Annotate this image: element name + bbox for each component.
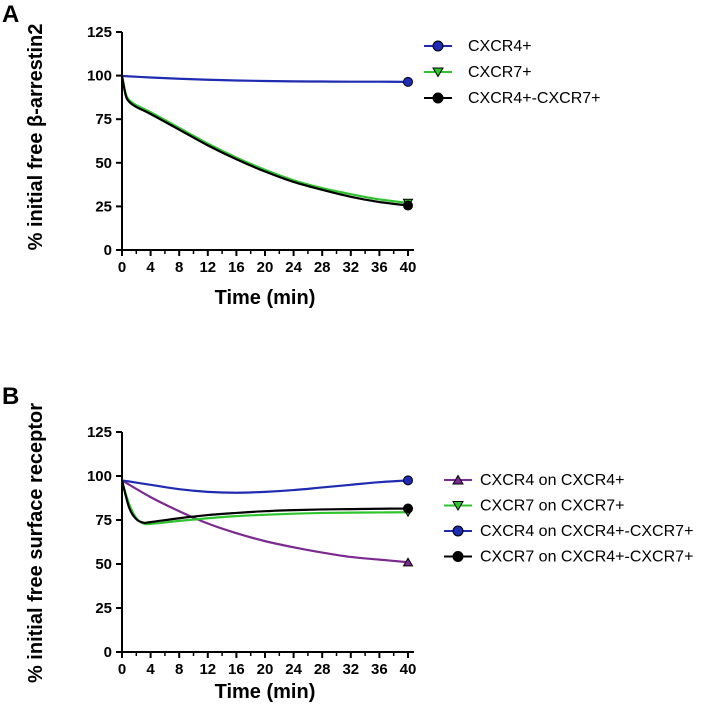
legend-marker bbox=[452, 551, 464, 562]
y-tick-label: 0 bbox=[104, 644, 112, 661]
x-tick-label: 12 bbox=[199, 661, 216, 678]
legend-label: CXCR4 on CXCR4+ bbox=[480, 472, 625, 489]
legend-marker bbox=[452, 501, 464, 511]
panel-b-legend: CXCR4 on CXCR4+ CXCR7 on CXCR7+ CXCR4 on C… bbox=[444, 472, 693, 566]
y-tick-label: 0 bbox=[104, 242, 112, 259]
series-end-marker bbox=[402, 557, 414, 567]
x-tick-label: 0 bbox=[118, 661, 126, 678]
x-tick-label: 40 bbox=[400, 259, 417, 276]
y-tick-label: 100 bbox=[87, 68, 112, 85]
series-line-cxcr4-on-cxcr4 bbox=[121, 479, 409, 564]
panel-b-axes: 0 25 50 75 100 125 0 4 8 12 16 20 24 28 32 36 40 bbox=[87, 424, 416, 678]
panel-b-letter: B bbox=[2, 383, 19, 410]
panel-b-ylabel: % initial free surface receptor bbox=[25, 403, 47, 683]
legend-marker bbox=[432, 92, 444, 104]
x-tick-label: 36 bbox=[371, 661, 388, 678]
series-line-cxcr4 bbox=[121, 74, 409, 83]
series-end-marker bbox=[403, 200, 413, 211]
y-tick-label: 100 bbox=[87, 468, 112, 485]
x-tick-label: 8 bbox=[175, 259, 183, 276]
legend-marker bbox=[432, 40, 444, 52]
x-tick-label: 20 bbox=[257, 661, 274, 678]
legend-label: CXCR4+-CXCR7+ bbox=[468, 90, 600, 107]
legend-marker bbox=[452, 525, 464, 537]
legend-label: CXCR7 on CXCR4+-CXCR7+ bbox=[480, 549, 693, 566]
x-tick-label: 24 bbox=[285, 259, 302, 276]
y-tick-label: 25 bbox=[95, 600, 112, 617]
series-end-marker bbox=[403, 503, 413, 514]
series-end-marker bbox=[403, 475, 413, 486]
series-line-cxcr4-cxcr7 bbox=[120, 75, 409, 207]
legend-label: CXCR4+ bbox=[468, 38, 532, 55]
legend-label: CXCR4 on CXCR4+-CXCR7+ bbox=[480, 523, 693, 540]
y-tick-label: 50 bbox=[95, 556, 112, 573]
series-line-cxcr7-on-cxcr4-cxcr7 bbox=[120, 480, 409, 524]
x-tick-label: 16 bbox=[228, 259, 245, 276]
y-tick-label: 50 bbox=[95, 155, 112, 172]
y-tick-label: 25 bbox=[95, 198, 112, 215]
x-tick-label: 36 bbox=[371, 259, 388, 276]
y-tick-label: 75 bbox=[95, 512, 112, 529]
panel-b-xlabel: Time (min) bbox=[215, 681, 316, 703]
x-tick-label: 28 bbox=[314, 661, 331, 678]
x-tick-label: 28 bbox=[314, 259, 331, 276]
x-tick-label: 4 bbox=[146, 661, 155, 678]
x-tick-label: 24 bbox=[285, 661, 302, 678]
panel-a: A % initial free β-arrestin2 Time (min) … bbox=[2, 1, 600, 309]
panel-a-legend: CXCR4+ CXCR7+ CXCR4+-CXCR7+ bbox=[424, 38, 600, 107]
series-end-marker bbox=[403, 76, 413, 87]
panel-a-axes: 0 25 50 75 100 125 0 4 8 12 16 20 24 28 32 36 40 bbox=[87, 24, 416, 276]
x-tick-label: 0 bbox=[118, 259, 126, 276]
x-tick-label: 40 bbox=[400, 661, 417, 678]
y-tick-label: 75 bbox=[95, 111, 112, 128]
legend-marker bbox=[452, 474, 464, 485]
series-line-cxcr7 bbox=[120, 75, 409, 205]
x-tick-label: 4 bbox=[146, 259, 155, 276]
x-tick-label: 32 bbox=[342, 661, 359, 678]
y-tick-label: 125 bbox=[87, 24, 112, 41]
x-tick-label: 8 bbox=[175, 661, 183, 678]
legend-marker bbox=[432, 67, 444, 78]
x-tick-label: 32 bbox=[342, 259, 359, 276]
x-tick-label: 20 bbox=[257, 259, 274, 276]
panel-b: B % initial free surface receptor Time (… bbox=[2, 383, 693, 703]
y-tick-label: 125 bbox=[87, 424, 112, 441]
panel-b-plot-area bbox=[120, 475, 414, 567]
panel-a-xlabel: Time (min) bbox=[215, 287, 316, 309]
x-tick-label: 16 bbox=[228, 661, 245, 678]
x-tick-label: 12 bbox=[199, 259, 216, 276]
panel-a-letter: A bbox=[2, 1, 19, 28]
panel-a-ylabel: % initial free β-arrestin2 bbox=[25, 24, 47, 251]
legend-label: CXCR7 on CXCR7+ bbox=[480, 498, 625, 515]
legend-label: CXCR7+ bbox=[468, 64, 532, 81]
panel-a-plot-area bbox=[120, 74, 414, 211]
series-line-cxcr4-on-cxcr4-cxcr7 bbox=[121, 479, 409, 494]
